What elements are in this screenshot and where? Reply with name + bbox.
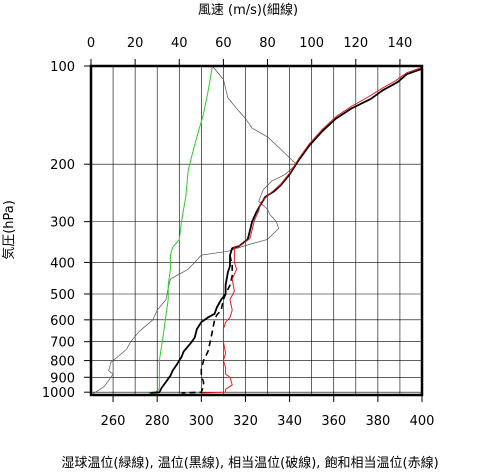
top-tick-label: 0: [87, 36, 95, 51]
bottom-tick-label: 300: [189, 414, 214, 429]
pressure-tick-label: 300: [50, 216, 75, 231]
bottom-tick-label: 360: [321, 414, 346, 429]
pressure-tick-label: 500: [50, 288, 75, 303]
wind-speed-line: [93, 65, 297, 394]
pressure-tick-label: 100: [50, 60, 75, 75]
wet-bulb-potential-temp-line: [148, 65, 213, 394]
top-tick-label: 100: [299, 36, 324, 51]
top-tick-label: 140: [388, 36, 413, 51]
bottom-tick-label: 340: [277, 414, 302, 429]
bottom-tick-label: 260: [101, 414, 126, 429]
data-series: [93, 65, 423, 394]
pressure-tick-label: 900: [50, 371, 75, 386]
y-axis-title: 気圧(hPa): [1, 200, 17, 260]
top-tick-label: 120: [343, 36, 368, 51]
top-tick-label: 60: [215, 36, 232, 51]
equivalent-potential-temp-line: [181, 254, 233, 394]
bottom-tick-label: 380: [365, 414, 390, 429]
bottom-tick-label: 280: [145, 414, 170, 429]
grid-lines: [91, 65, 422, 395]
saturated-equivalent-potential-temp-line: [201, 66, 423, 394]
plot-border: [89, 64, 424, 397]
top-tick-label: 20: [127, 36, 144, 51]
tick-labels: 260 280 300 320 340 360 380 400 0 20 40 60 80 100 120 1…: [42, 36, 435, 429]
pressure-tick-label: 1000: [42, 386, 75, 401]
pressure-tick-label: 200: [50, 158, 75, 173]
top-tick-label: 80: [259, 36, 276, 51]
pressure-tick-label: 400: [50, 256, 75, 271]
pressure-tick-label: 700: [50, 336, 75, 351]
top-tick-label: 40: [171, 36, 188, 51]
plot-frame: [84, 59, 424, 402]
bottom-tick-label: 320: [233, 414, 258, 429]
top-axis-title: 風速 (m/s)(細線): [198, 2, 298, 18]
potential-temp-line: [150, 67, 423, 394]
bottom-tick-label: 400: [410, 414, 435, 429]
pressure-tick-label: 800: [50, 355, 75, 370]
pressure-tick-label: 600: [50, 314, 75, 329]
x-axis-title: 湿球温位(緑線), 温位(黒線), 相当温位(破線), 飽和相当温位(赤線): [61, 455, 438, 471]
